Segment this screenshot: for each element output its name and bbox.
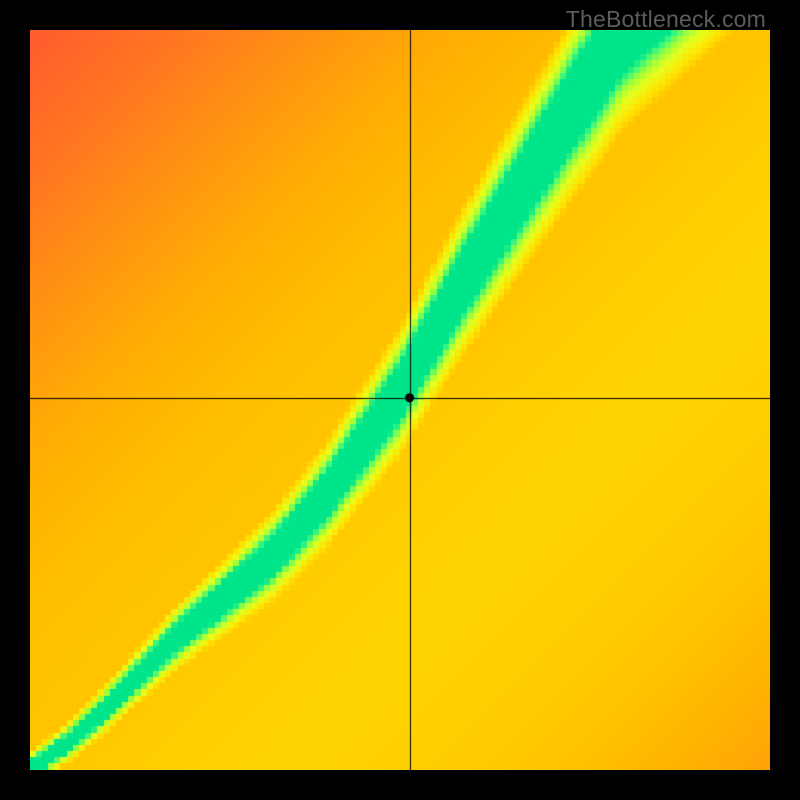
bottleneck-heatmap <box>30 30 770 770</box>
watermark-label: TheBottleneck.com <box>566 6 766 33</box>
heatmap-canvas <box>30 30 770 770</box>
